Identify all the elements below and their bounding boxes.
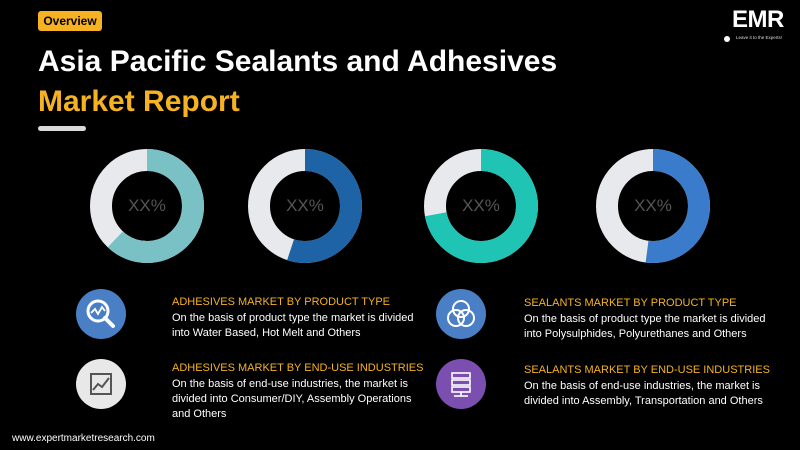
segment-desc-sealants-enduse: On the basis of end-use industries, the …	[524, 380, 763, 407]
segment-desc-adhesives-enduse: On the basis of end-use industries, the …	[172, 378, 412, 420]
server-icon	[436, 359, 486, 409]
donut-chart-1: XX%	[88, 147, 206, 265]
logo-tagline: Leave it to the Experts!	[736, 35, 783, 40]
donut-ring-3	[424, 149, 538, 263]
segment-title-sealants-enduse: SEALANTS MARKET BY END-USE INDUSTRIES	[524, 364, 770, 376]
donut-chart-2: XX%	[246, 147, 364, 265]
segment-desc-sealants-product: On the basis of product type the market …	[524, 313, 766, 340]
segment-title-adhesives-enduse: ADHESIVES MARKET BY END-USE INDUSTRIES	[172, 362, 424, 374]
logo-dot-icon	[724, 36, 730, 42]
donut-chart-4: XX%	[594, 147, 712, 265]
donut-value-2: XX%	[286, 196, 324, 215]
logo-text: EMR	[732, 6, 784, 33]
donut-ring-4	[596, 149, 710, 263]
page-title: Asia Pacific Sealants and Adhesives Mark…	[38, 42, 557, 122]
donut-arc-3	[424, 149, 538, 263]
segment-title-adhesives-product: ADHESIVES MARKET BY PRODUCT TYPE	[172, 296, 391, 308]
donut-chart-3: XX%	[422, 147, 540, 265]
footer-url[interactable]: www.expertmarketresearch.com	[12, 433, 155, 444]
donut-arc-1	[90, 149, 204, 263]
donut-arc-2	[248, 149, 362, 263]
magnifier-chart-icon	[76, 289, 126, 339]
donut-value-3: XX%	[462, 196, 500, 215]
donut-value-4: XX%	[634, 196, 672, 215]
title-line-1: Asia Pacific Sealants and Adhesives	[38, 45, 558, 78]
title-underline	[38, 126, 86, 131]
donut-ring-2	[248, 149, 362, 263]
segment-desc-adhesives-product: On the basis of product type the market …	[172, 312, 414, 339]
title-line-2: Market Report	[38, 85, 240, 118]
donut-ring-1	[90, 149, 204, 263]
segment-title-sealants-product: SEALANTS MARKET BY PRODUCT TYPE	[524, 297, 737, 309]
sealant-circles-icon	[436, 289, 486, 339]
overview-badge: Overview	[38, 11, 102, 31]
emr-logo: EMR Leave it to the Experts!	[722, 6, 788, 44]
trend-chart-icon	[76, 359, 126, 409]
donut-value-1: XX%	[128, 196, 166, 215]
donut-arc-4	[596, 149, 710, 263]
